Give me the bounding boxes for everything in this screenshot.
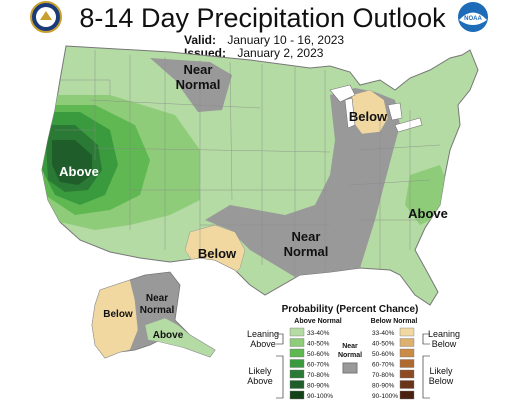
legend-below-swatch-2 (399, 338, 415, 347)
legend-leaning-below-1: Leaning (428, 329, 460, 339)
legend-below-swatch-4 (399, 359, 415, 368)
noaa-logo-text: NOAA (464, 16, 482, 22)
legend-above-swatch-2 (289, 338, 305, 347)
legend-below-swatch-7 (399, 390, 415, 400)
label-above-alaska: Above (153, 330, 184, 341)
valid-label: Valid: (184, 33, 217, 47)
legend-above-swatch-6 (289, 380, 305, 389)
legend-leaning-above-1: Leaning (247, 329, 279, 339)
label-above-california: Above (59, 164, 99, 179)
probability-legend: Probability (Percent Chance) Above Norma… (247, 304, 460, 400)
legend-above-bin-7: 90-100% (307, 393, 333, 400)
legend-below-swatch-1 (399, 327, 415, 337)
legend-below-swatch-3 (399, 348, 415, 358)
legend-likely-above-1: Likely (248, 366, 272, 376)
noaa-logo-icon: NOAA (458, 2, 488, 32)
legend-near-header-2: Normal (338, 352, 362, 359)
legend-below-bin-2: 40-50% (372, 341, 395, 348)
legend-near-header-1: Near (342, 343, 358, 350)
alaska-map (91, 271, 216, 359)
label-below-michigan: Below (349, 109, 388, 124)
label-near-normal-central-2: Normal (284, 244, 329, 259)
legend-leaning-below-2: Below (432, 339, 457, 349)
valid-dates: January 10 - 16, 2023 (227, 33, 345, 47)
legend-likely-above-2: Above (247, 376, 273, 386)
issued-date: January 2, 2023 (237, 46, 324, 60)
legend-likely-below-2: Below (429, 376, 454, 386)
legend-below-bin-3: 50-60% (372, 351, 395, 358)
legend-above-bin-3: 50-60% (307, 351, 330, 358)
legend-below-swatch-6 (399, 380, 415, 389)
label-near-normal-central-1: Near (292, 229, 321, 244)
label-above-southeast: Above (408, 206, 448, 221)
legend-above-swatch-1 (289, 327, 305, 337)
legend-near-swatch (342, 362, 358, 374)
valid-line: Valid: January 10 - 16, 2023 (184, 33, 344, 47)
legend-leaning-above-2: Above (250, 339, 276, 349)
legend-above-header: Above Normal (294, 318, 342, 325)
legend-below-swatch-5 (399, 369, 415, 379)
legend-below-header: Below Normal (371, 318, 418, 325)
legend-likely-below-1: Likely (429, 366, 453, 376)
legend-above-bin-6: 80-90% (307, 383, 330, 390)
page-title: 8-14 Day Precipitation Outlook (79, 3, 446, 33)
legend-above-swatch-4 (289, 359, 305, 368)
label-near-normal-alaska-1: Near (146, 293, 168, 304)
legend-below-bin-5: 70-80% (372, 372, 395, 379)
label-near-normal-alaska-2: Normal (140, 305, 175, 316)
label-below-texas: Below (198, 246, 237, 261)
legend-above-bin-4: 60-70% (307, 362, 330, 369)
legend-above-bin-2: 40-50% (307, 341, 330, 348)
commerce-seal-icon (30, 1, 62, 33)
label-below-alaska: Below (103, 309, 133, 320)
legend-below-bin-4: 60-70% (372, 362, 395, 369)
label-near-normal-north-2: Normal (176, 77, 221, 92)
near-normal-central-area (205, 88, 400, 280)
legend-above-bin-5: 70-80% (307, 372, 330, 379)
legend-below-bin-6: 80-90% (372, 383, 395, 390)
legend-above-swatch-3 (289, 348, 305, 358)
near-normal-north-area (150, 58, 232, 112)
legend-above-swatch-7 (289, 390, 305, 400)
label-near-normal-north-1: Near (184, 62, 213, 77)
legend-below-bin-1: 33-40% (372, 330, 395, 337)
legend-above-swatch-5 (289, 369, 305, 379)
legend-below-bin-7: 90-100% (372, 393, 398, 400)
legend-title: Probability (Percent Chance) (282, 304, 419, 315)
legend-above-bin-1: 33-40% (307, 330, 330, 337)
